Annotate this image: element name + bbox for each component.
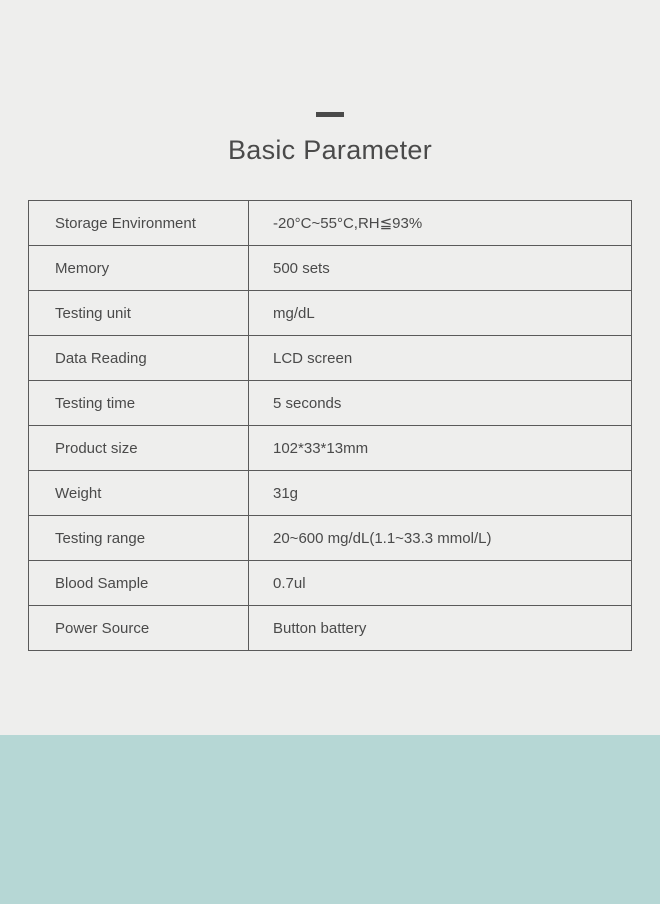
table-row: Testing range 20~600 mg/dL(1.1~33.3 mmol… bbox=[29, 516, 632, 561]
title-dash bbox=[316, 112, 344, 117]
spec-label: Power Source bbox=[29, 606, 249, 651]
spec-label: Product size bbox=[29, 426, 249, 471]
accent-band bbox=[0, 735, 660, 904]
spec-value: 5 seconds bbox=[249, 381, 632, 426]
spec-label: Memory bbox=[29, 246, 249, 291]
table-row: Storage Environment -20°C~55°C,RH≦93% bbox=[29, 201, 632, 246]
content-wrapper: Basic Parameter Storage Environment -20°… bbox=[0, 0, 660, 651]
spec-value: mg/dL bbox=[249, 291, 632, 336]
spec-label: Blood Sample bbox=[29, 561, 249, 606]
table-row: Weight 31g bbox=[29, 471, 632, 516]
spec-label: Weight bbox=[29, 471, 249, 516]
spec-label: Testing unit bbox=[29, 291, 249, 336]
table-row: Product size 102*33*13mm bbox=[29, 426, 632, 471]
spec-value: LCD screen bbox=[249, 336, 632, 381]
spec-label: Storage Environment bbox=[29, 201, 249, 246]
table-row: Blood Sample 0.7ul bbox=[29, 561, 632, 606]
table-row: Testing time 5 seconds bbox=[29, 381, 632, 426]
table-row: Memory 500 sets bbox=[29, 246, 632, 291]
spec-value: 31g bbox=[249, 471, 632, 516]
table-row: Data Reading LCD screen bbox=[29, 336, 632, 381]
spec-label: Testing time bbox=[29, 381, 249, 426]
spec-table: Storage Environment -20°C~55°C,RH≦93% Me… bbox=[28, 200, 632, 651]
spec-value: 20~600 mg/dL(1.1~33.3 mmol/L) bbox=[249, 516, 632, 561]
page-title: Basic Parameter bbox=[228, 135, 432, 166]
spec-label: Data Reading bbox=[29, 336, 249, 381]
table-row: Power Source Button battery bbox=[29, 606, 632, 651]
spec-value: Button battery bbox=[249, 606, 632, 651]
spec-value: 500 sets bbox=[249, 246, 632, 291]
spec-value: -20°C~55°C,RH≦93% bbox=[249, 201, 632, 246]
table-row: Testing unit mg/dL bbox=[29, 291, 632, 336]
spec-value: 0.7ul bbox=[249, 561, 632, 606]
spec-value: 102*33*13mm bbox=[249, 426, 632, 471]
spec-label: Testing range bbox=[29, 516, 249, 561]
